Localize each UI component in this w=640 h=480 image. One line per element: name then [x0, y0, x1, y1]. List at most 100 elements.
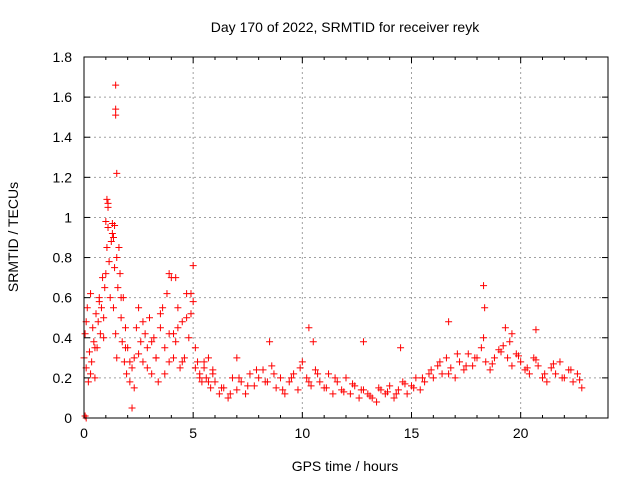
data-point — [392, 390, 400, 398]
data-point — [103, 244, 111, 252]
data-point — [488, 360, 496, 368]
data-point — [178, 318, 186, 326]
data-point — [425, 370, 433, 378]
data-point — [390, 394, 398, 402]
x-tick-label: 10 — [295, 425, 311, 441]
data-point — [342, 374, 350, 382]
data-point — [146, 314, 153, 322]
data-point — [438, 370, 446, 378]
data-point — [105, 258, 113, 266]
y-tick-label: 0.4 — [53, 330, 73, 346]
data-point — [187, 310, 195, 318]
data-point — [329, 390, 337, 398]
data-point — [252, 366, 260, 374]
data-point — [233, 354, 241, 362]
data-point — [117, 314, 125, 322]
y-tick-label: 0.8 — [53, 250, 73, 266]
data-point — [106, 294, 114, 302]
data-point — [176, 364, 184, 372]
data-point — [113, 254, 121, 262]
data-point — [189, 298, 197, 306]
data-point — [235, 374, 243, 382]
data-point — [331, 374, 339, 382]
data-point — [92, 310, 100, 318]
data-point — [532, 326, 540, 334]
data-point — [150, 334, 158, 342]
data-point — [209, 366, 217, 374]
data-point — [178, 358, 186, 366]
data-point — [207, 384, 215, 392]
y-tick-label: 1.8 — [53, 49, 73, 65]
data-point — [333, 378, 341, 386]
data-point — [117, 294, 125, 302]
data-point — [576, 376, 584, 384]
data-point — [112, 81, 120, 89]
data-point — [552, 370, 560, 378]
data-point — [525, 370, 533, 378]
y-tick-label: 0 — [64, 410, 72, 426]
data-point — [359, 338, 367, 346]
data-point — [506, 338, 514, 346]
data-point — [121, 344, 129, 352]
data-point — [215, 390, 223, 398]
data-point — [460, 366, 468, 374]
data-point — [224, 394, 232, 402]
data-point — [87, 370, 95, 378]
data-point — [355, 394, 363, 402]
data-point — [109, 304, 117, 312]
data-point — [185, 334, 193, 342]
data-point — [486, 366, 494, 374]
data-point — [490, 354, 498, 362]
data-point — [242, 390, 250, 398]
data-point — [268, 362, 276, 370]
data-point — [357, 386, 365, 394]
data-point — [445, 370, 453, 378]
data-point — [83, 304, 91, 312]
data-point — [200, 358, 208, 366]
data-point — [102, 270, 110, 278]
data-point — [294, 386, 302, 394]
data-point — [316, 378, 324, 386]
data-point — [296, 364, 304, 372]
data-point — [272, 384, 280, 392]
data-point — [104, 199, 112, 207]
data-point — [259, 366, 267, 374]
chart-title: Day 170 of 2022, SRMTID for receiver rey… — [211, 19, 480, 35]
axis-ticks — [83, 56, 609, 419]
data-point — [418, 374, 426, 382]
data-point — [244, 382, 252, 390]
data-point — [578, 384, 586, 392]
data-point — [143, 344, 151, 352]
data-point — [165, 358, 173, 366]
data-point — [471, 354, 479, 362]
data-point — [375, 384, 383, 392]
data-point — [325, 370, 333, 378]
data-point — [453, 350, 461, 358]
data-point — [464, 350, 472, 358]
data-point — [421, 378, 429, 386]
data-point — [172, 274, 180, 282]
data-point — [482, 358, 490, 366]
data-point — [543, 378, 551, 386]
data-point — [126, 358, 134, 366]
x-tick-label: 20 — [513, 425, 529, 441]
data-point — [112, 111, 120, 119]
data-point — [311, 366, 319, 374]
y-tick-label: 1.2 — [53, 169, 73, 185]
data-point — [104, 223, 112, 231]
data-point — [501, 324, 509, 332]
data-point — [112, 105, 120, 113]
y-axis-label: SRMTID / TECUs — [5, 182, 21, 292]
data-point — [261, 378, 269, 386]
data-point — [187, 290, 195, 298]
data-point — [218, 384, 226, 392]
data-point — [85, 348, 93, 356]
y-tick-labels: 0 0.2 0.4 0.6 0.8 1 1.2 1.4 1.6 1.8 — [53, 49, 73, 426]
data-point — [285, 378, 293, 386]
data-point — [191, 364, 199, 372]
data-point — [250, 382, 258, 390]
data-point — [180, 354, 188, 362]
y-tick-label: 1.6 — [53, 89, 73, 105]
data-point — [100, 334, 108, 342]
data-point — [156, 310, 164, 318]
